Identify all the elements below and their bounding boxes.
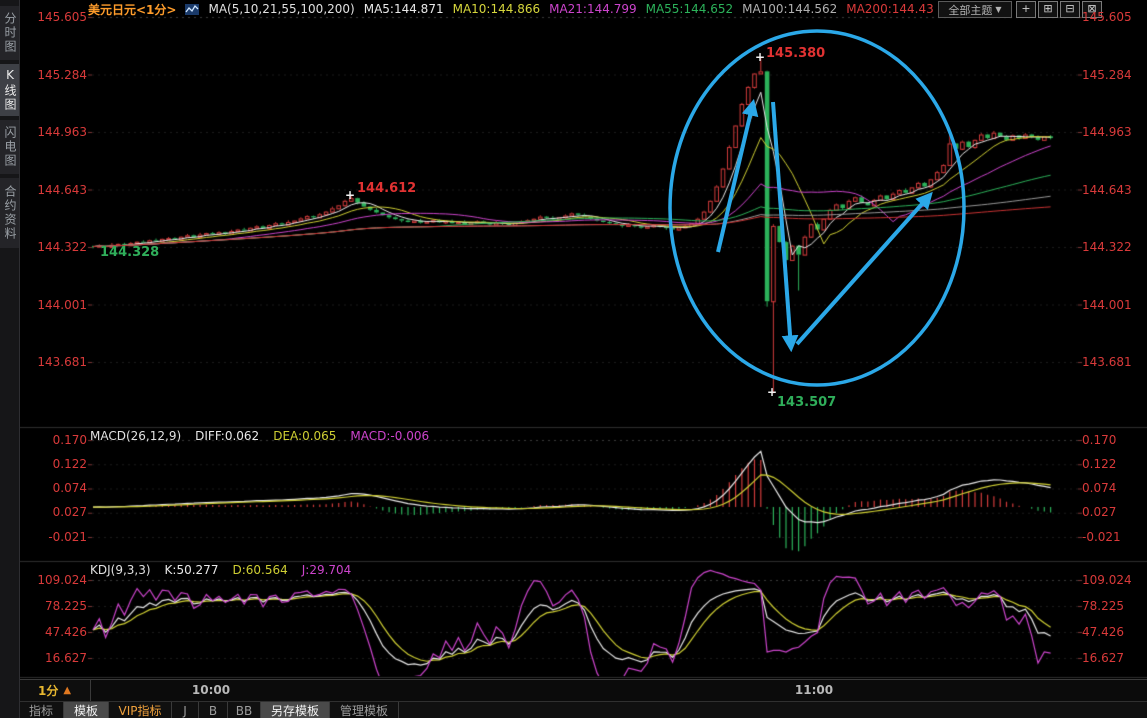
kdj-axis-label: 109.024 [1082, 573, 1132, 587]
ma-settings-label: MA(5,10,21,55,100,200) [208, 2, 355, 16]
macd-axis-label: 0.170 [1082, 433, 1117, 447]
kdj-axis-label: 78.225 [1082, 599, 1124, 613]
kdj-name: KDJ(9,3,3) [90, 563, 151, 577]
symbol-title: 美元日元<1分> [88, 2, 177, 17]
macd-axis-label: 0.170 [52, 433, 87, 447]
ma55-value: MA55:144.652 [645, 2, 734, 16]
theme-selector-label: 全部主题 [948, 3, 993, 17]
period-label: 1分 [37, 684, 59, 698]
period-selector[interactable]: 1分 ▲ [19, 680, 91, 702]
toolbar-bb-button[interactable]: BB [228, 702, 261, 718]
macd-axis-label: 0.027 [52, 505, 87, 519]
main-axis-label: 144.963 [1082, 125, 1132, 139]
high-cross-marker: + [755, 50, 766, 64]
sidebar-tab-contract[interactable]: 合约资料 [0, 178, 19, 248]
main-axis-label: 144.963 [37, 125, 87, 139]
main-axis-label: 144.001 [1082, 298, 1132, 312]
main-axis-label: 143.681 [37, 355, 87, 369]
ma-indicator-icon [185, 3, 200, 15]
kdj-axis-label: 16.627 [45, 651, 87, 665]
toolbar-indicators-button[interactable]: 指标 [19, 702, 64, 718]
crosshair-icon[interactable]: + [1016, 1, 1036, 18]
macd-axis-label: 0.122 [1082, 457, 1117, 471]
toolbar-save-template-button[interactable]: 另存模板 [261, 702, 330, 718]
main-axis-label: 145.284 [37, 68, 87, 82]
main-axis-label: 144.643 [37, 183, 87, 197]
sidebar-tab-timeline[interactable]: 分时图 [0, 6, 19, 60]
macd-axis-label: 0.027 [1082, 505, 1117, 519]
kdj-axis-label: 47.426 [1082, 625, 1124, 639]
kdj-header: KDJ(9,3,3) K:50.277 D:60.564 J:29.704 [90, 563, 351, 577]
kdj-axis-label: 78.225 [45, 599, 87, 613]
main-axis-label: 145.284 [1082, 68, 1132, 82]
session-high-label: 145.380 [766, 46, 826, 61]
macd-value: MACD:-0.006 [350, 429, 430, 443]
axis-pan-icon[interactable]: ⊟ [1060, 1, 1080, 18]
main-axis-label: 145.605 [1082, 10, 1132, 24]
time-tick-11: 11:00 [794, 683, 834, 697]
macd-axis-label: 0.074 [52, 481, 87, 495]
main-axis-label: 144.643 [1082, 183, 1132, 197]
toolbar-b-button[interactable]: B [199, 702, 228, 718]
chart-header: 美元日元<1分> MA(5,10,21,55,100,200) MA5:144.… [22, 0, 1147, 18]
kdj-k-value: K:50.277 [164, 563, 219, 577]
main-axis-label: 144.322 [1082, 240, 1132, 254]
ma21-value: MA21:144.799 [549, 2, 637, 16]
swing-high-label: 144.612 [357, 181, 417, 196]
kdj-d-value: D:60.564 [232, 563, 288, 577]
ma200-value: MA200:144.43 [846, 2, 934, 16]
axis-zoom-icon[interactable]: ⊞ [1038, 1, 1058, 18]
main-axis-label: 144.322 [37, 240, 87, 254]
period-up-arrow-icon: ▲ [63, 685, 72, 696]
main-axis-label: 145.605 [37, 10, 87, 24]
macd-name: MACD(26,12,9) [90, 429, 182, 443]
session-low-label: 143.507 [777, 395, 837, 410]
left-sidebar: 分时图 K线图 闪电图 合约资料 [0, 0, 20, 718]
close-panel-icon[interactable]: ⊠ [1082, 1, 1102, 18]
kdj-j-value: J:29.704 [301, 563, 352, 577]
macd-axis-label: 0.074 [1082, 481, 1117, 495]
low-cross-marker: + [767, 385, 778, 399]
toolbar-vip-indicators-button[interactable]: VIP指标 [109, 702, 172, 718]
sidebar-tab-flash[interactable]: 闪电图 [0, 120, 19, 174]
kdj-axis-label: 109.024 [37, 573, 87, 587]
macd-axis-label: 0.122 [52, 457, 87, 471]
time-axis: 1分 ▲ 10:00 11:00 [19, 679, 1147, 702]
ma10-value: MA10:144.866 [452, 2, 541, 16]
macd-header: MACD(26,12,9) DIFF:0.062 DEA:0.065 MACD:… [90, 429, 429, 443]
toolbar-template-button[interactable]: 模板 [64, 702, 109, 718]
chevron-down-icon: ▼ [995, 5, 1002, 14]
macd-diff-value: DIFF:0.062 [195, 429, 260, 443]
kdj-axis-label: 16.627 [1082, 651, 1124, 665]
theme-selector-button[interactable]: 全部主题 ▼ [938, 1, 1012, 18]
bottom-toolbar: 指标 模板 VIP指标 J B BB 另存模板 管理模板 [19, 701, 1147, 718]
macd-axis-label: -0.021 [1082, 530, 1121, 544]
time-tick-10: 10:00 [191, 683, 231, 697]
kdj-axis-label: 47.426 [45, 625, 87, 639]
toolbar-manage-template-button[interactable]: 管理模板 [330, 702, 399, 718]
ma100-value: MA100:144.562 [742, 2, 838, 16]
main-axis-label: 143.681 [1082, 355, 1132, 369]
main-axis-label: 144.001 [37, 298, 87, 312]
ma5-value: MA5:144.871 [363, 2, 444, 16]
macd-axis-label: -0.021 [48, 530, 87, 544]
sidebar-tab-kline[interactable]: K线图 [0, 64, 19, 116]
swing-high-cross-marker: + [345, 188, 356, 202]
macd-dea-value: DEA:0.065 [273, 429, 337, 443]
toolbar-j-button[interactable]: J [172, 702, 199, 718]
session-open-label: 144.328 [100, 245, 160, 260]
